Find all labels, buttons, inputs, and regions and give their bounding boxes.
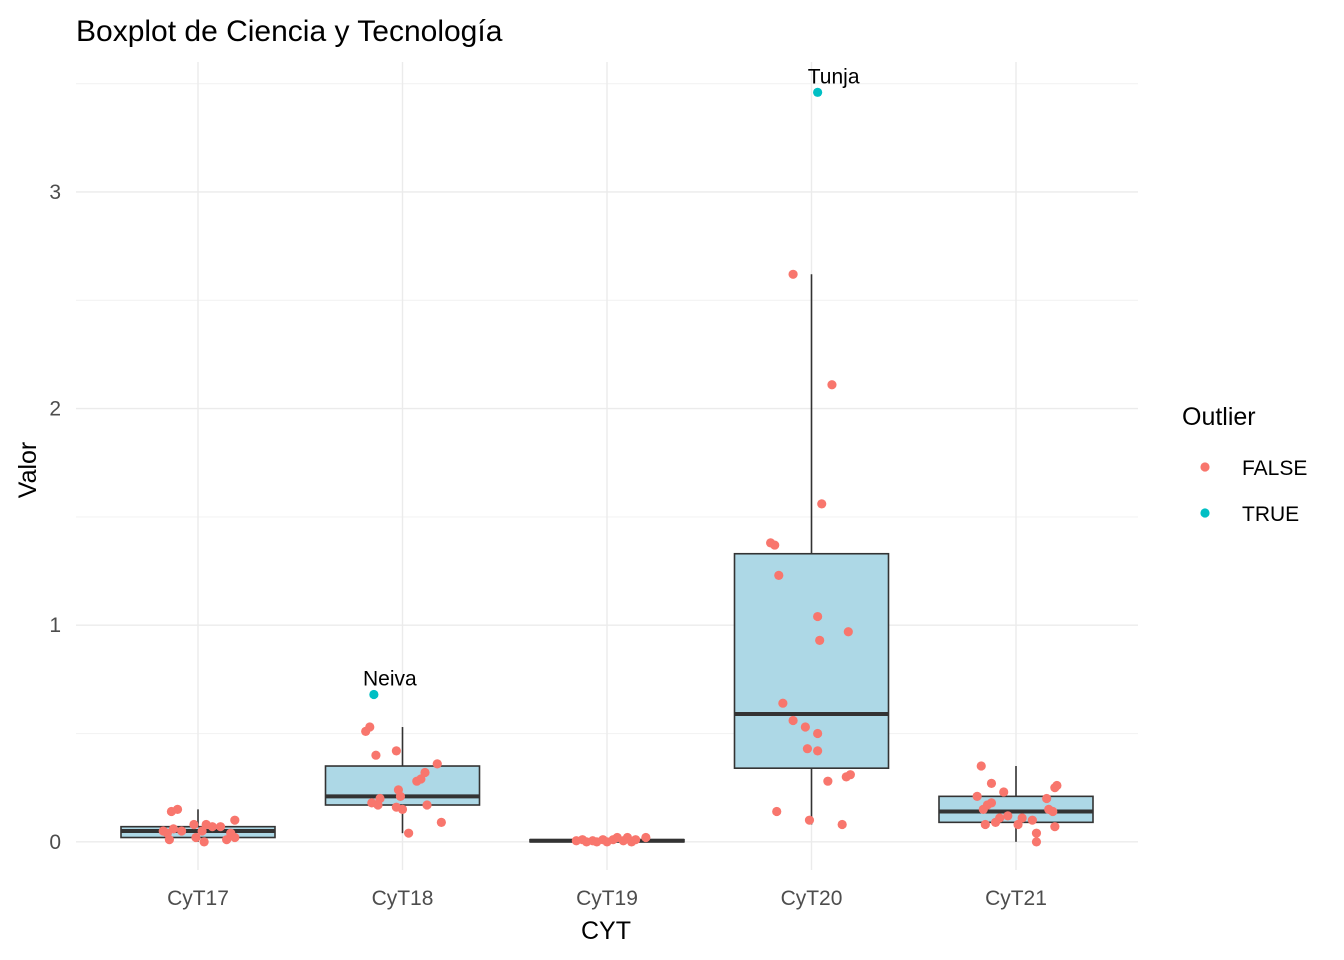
x-tick-label: CyT19 — [576, 887, 638, 910]
data-point — [207, 822, 217, 832]
data-point — [774, 570, 784, 580]
data-point — [772, 806, 782, 817]
data-point — [972, 791, 982, 801]
data-point — [802, 744, 813, 754]
data-point — [813, 728, 823, 739]
box-rect — [938, 795, 1094, 824]
data-point — [978, 804, 988, 814]
y-tick-label: 3 — [49, 181, 61, 204]
data-point — [397, 804, 408, 814]
data-point — [422, 800, 432, 810]
y-tick-label: 2 — [49, 398, 61, 421]
data-point — [432, 759, 442, 769]
data-point — [631, 835, 641, 845]
data-point — [770, 540, 780, 550]
data-point — [1048, 806, 1058, 817]
data-point — [230, 832, 240, 843]
y-tick-label: 1 — [49, 614, 61, 637]
data-point — [391, 746, 401, 756]
x-axis-title: CYT — [581, 917, 631, 945]
data-point — [641, 832, 651, 843]
data-point — [813, 611, 823, 622]
data-point — [164, 835, 174, 845]
data-point — [177, 826, 187, 836]
data-point — [800, 722, 810, 732]
data-point — [168, 824, 179, 834]
data-point — [191, 832, 201, 843]
data-point — [1017, 813, 1027, 823]
data-point — [172, 804, 183, 814]
data-point — [371, 750, 381, 760]
grid — [76, 62, 1138, 870]
data-point — [804, 815, 815, 825]
data-point — [986, 798, 997, 808]
data-point — [843, 627, 853, 637]
data-point — [395, 791, 406, 801]
box-rect — [733, 552, 890, 769]
data-point — [986, 778, 997, 788]
data-point — [837, 819, 847, 830]
data-point — [189, 819, 199, 830]
data-point — [817, 499, 827, 509]
data-point — [999, 787, 1009, 797]
box-cyt21 — [938, 766, 1094, 842]
annotations: Neiva Tunja — [363, 65, 860, 690]
data-point — [788, 269, 798, 279]
data-point — [815, 635, 825, 645]
data-point — [436, 817, 446, 827]
outlier-label: Tunja — [808, 65, 860, 88]
data-point — [813, 746, 823, 756]
outlier-point — [369, 689, 379, 700]
legend-label-true: TRUE — [1242, 503, 1299, 526]
data-point — [420, 767, 430, 778]
data-point — [976, 761, 986, 771]
legend-key-true — [1200, 508, 1210, 518]
outlier-point — [813, 87, 823, 97]
data-point — [980, 819, 990, 830]
data-point — [823, 776, 833, 786]
y-axis-ticks: 0 1 2 3 — [49, 181, 61, 854]
data-point — [845, 770, 855, 780]
data-point — [1031, 828, 1042, 838]
data-point — [1003, 811, 1013, 821]
data-point — [1027, 815, 1037, 825]
x-tick-label: CyT21 — [985, 887, 1047, 910]
x-tick-label: CyT17 — [167, 887, 229, 910]
x-tick-label: CyT18 — [372, 887, 434, 910]
outlier-label: Neiva — [363, 668, 417, 691]
x-axis-ticks: CyT17 CyT18 CyT19 CyT20 CyT21 — [167, 887, 1047, 910]
data-point — [365, 722, 375, 732]
y-tick-label: 0 — [49, 831, 61, 854]
legend: Outlier FALSE TRUE — [1182, 403, 1307, 526]
x-tick-label: CyT20 — [781, 887, 843, 910]
data-point — [158, 826, 168, 836]
data-point — [1031, 837, 1042, 847]
data-point — [199, 837, 209, 847]
data-point — [373, 800, 383, 810]
data-point — [1052, 780, 1062, 791]
legend-label-false: FALSE — [1242, 457, 1307, 480]
box-cyt20 — [733, 274, 890, 825]
data-point — [1050, 822, 1060, 832]
data-point — [995, 813, 1005, 823]
legend-key-false — [1200, 462, 1210, 472]
data-point — [827, 380, 837, 390]
y-axis-title: Valor — [14, 442, 42, 499]
chart-title: Boxplot de Ciencia y Tecnología — [76, 15, 503, 48]
data-point — [215, 822, 226, 832]
data-point — [778, 698, 788, 708]
data-point — [404, 828, 414, 838]
data-point — [230, 815, 240, 825]
data-point — [788, 715, 798, 726]
box-cyt18 — [324, 727, 481, 834]
legend-title: Outlier — [1182, 403, 1256, 431]
points — [158, 87, 1062, 847]
data-point — [1042, 793, 1052, 804]
legend-items: FALSE TRUE — [1200, 457, 1307, 526]
